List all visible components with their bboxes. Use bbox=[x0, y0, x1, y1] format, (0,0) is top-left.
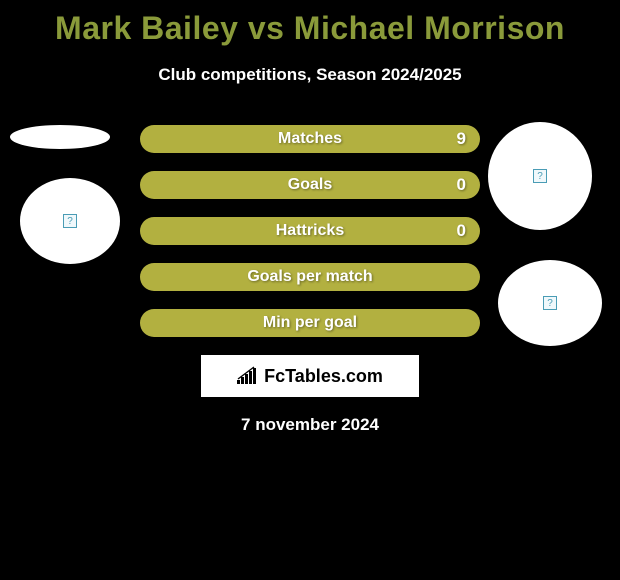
stats-container: Matches 9 Goals 0 Hattricks 0 Goals per … bbox=[140, 125, 480, 337]
stat-label: Hattricks bbox=[276, 222, 344, 240]
stat-row: Hattricks 0 bbox=[140, 217, 480, 245]
decorative-circle-right-bottom: ? bbox=[498, 260, 602, 346]
footer-badge: FcTables.com bbox=[201, 355, 419, 397]
stat-label: Goals per match bbox=[247, 268, 372, 286]
footer-badge-label: FcTables.com bbox=[264, 366, 383, 387]
stat-label: Matches bbox=[278, 130, 342, 148]
page-title: Mark Bailey vs Michael Morrison bbox=[0, 0, 620, 47]
stat-row: Goals 0 bbox=[140, 171, 480, 199]
stat-row: Matches 9 bbox=[140, 125, 480, 153]
decorative-circle-left: ? bbox=[20, 178, 120, 264]
page-subtitle: Club competitions, Season 2024/2025 bbox=[0, 65, 620, 85]
image-placeholder-icon: ? bbox=[533, 169, 547, 183]
stat-row: Min per goal bbox=[140, 309, 480, 337]
chart-icon bbox=[237, 366, 259, 386]
image-placeholder-icon: ? bbox=[63, 214, 77, 228]
image-placeholder-icon: ? bbox=[543, 296, 557, 310]
footer-badge-text: FcTables.com bbox=[237, 366, 383, 387]
decorative-ellipse-left-top bbox=[10, 125, 110, 149]
stat-value: 0 bbox=[457, 175, 466, 195]
stat-row: Goals per match bbox=[140, 263, 480, 291]
stat-label: Goals bbox=[288, 176, 332, 194]
stat-value: 0 bbox=[457, 221, 466, 241]
footer-date: 7 november 2024 bbox=[0, 415, 620, 435]
stat-label: Min per goal bbox=[263, 314, 357, 332]
decorative-circle-right-top: ? bbox=[488, 122, 592, 230]
stat-value: 9 bbox=[457, 129, 466, 149]
